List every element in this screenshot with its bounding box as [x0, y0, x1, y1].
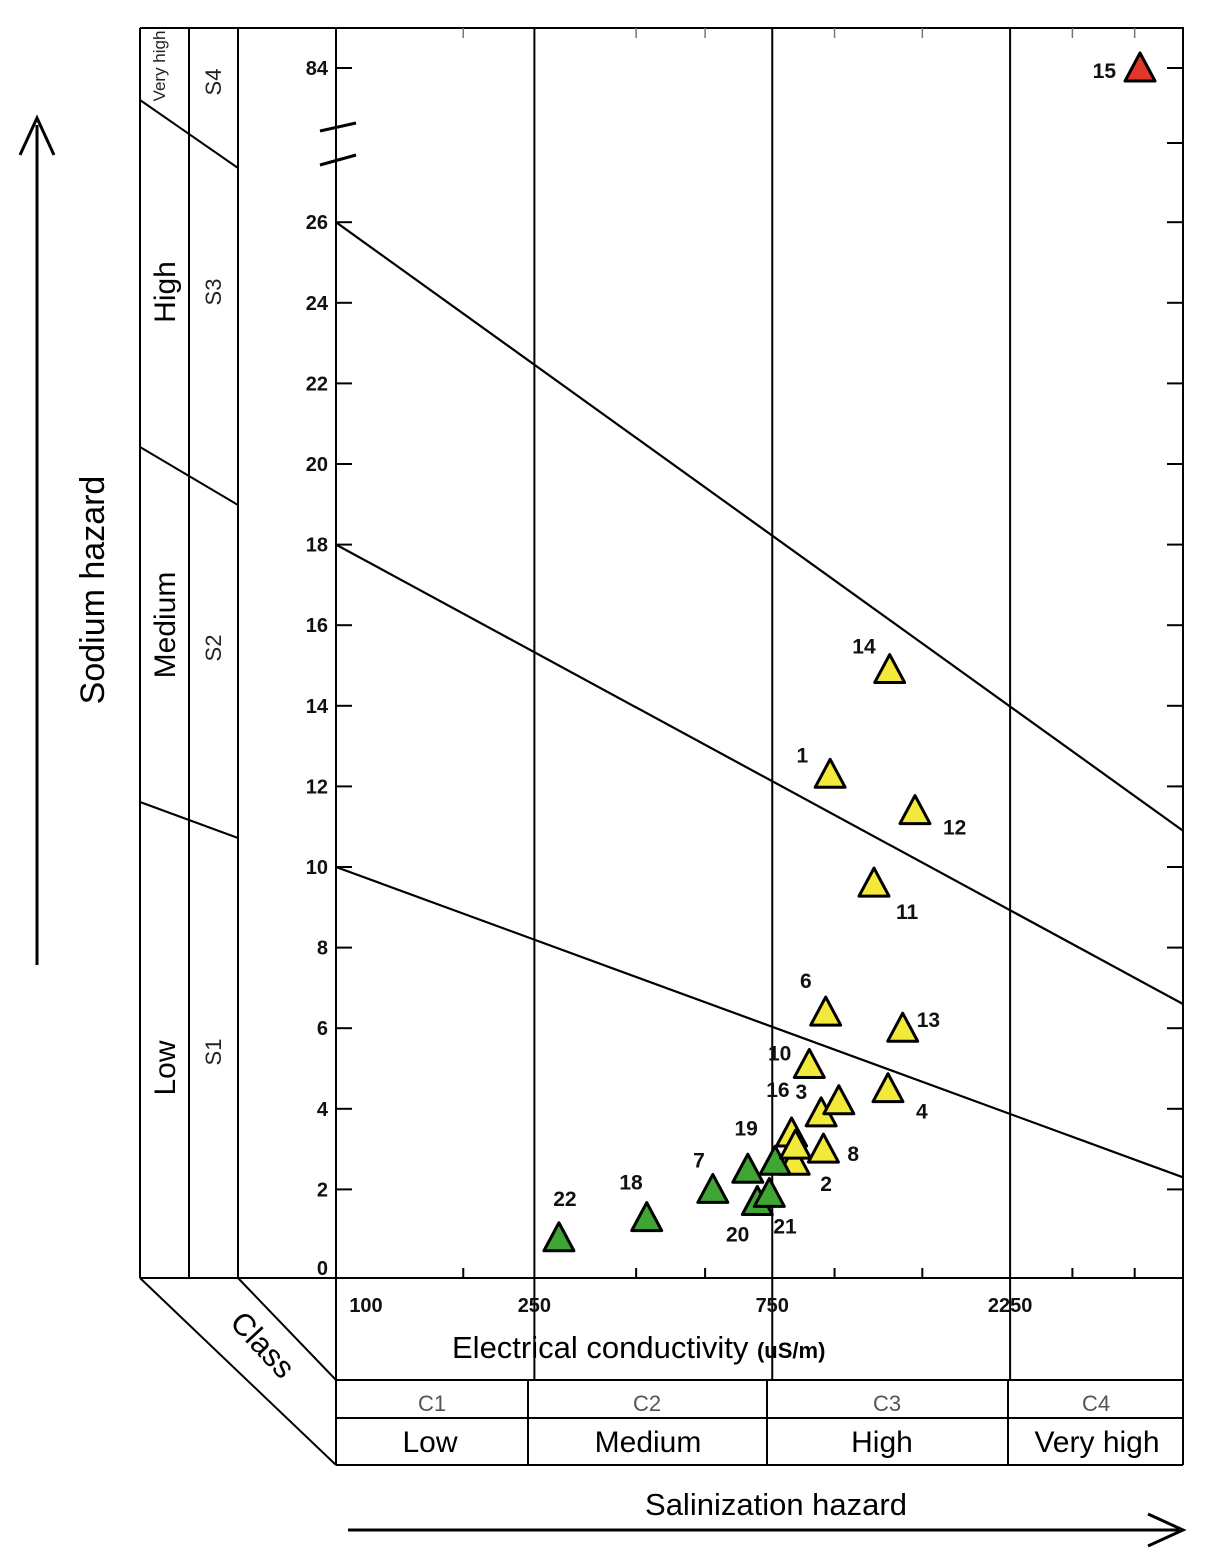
data-point-marker: [898, 794, 932, 826]
y-tick-label: 26: [306, 212, 328, 234]
data-point-marker: [752, 1176, 786, 1208]
data-point-marker: [758, 1144, 792, 1176]
salinity-class-name-c3: High: [851, 1426, 913, 1459]
y-tick-label: 8: [317, 938, 328, 960]
data-point-marker: [806, 1132, 840, 1164]
x-tick-label: 2250: [988, 1295, 1033, 1317]
data-point-label: 1: [796, 744, 808, 767]
data-point-label: 3: [795, 1081, 807, 1104]
data-point-marker: [696, 1172, 730, 1204]
data-point-marker: [778, 1128, 812, 1160]
sodium-hazard-arrow: [18, 114, 56, 965]
data-point-marker: [886, 1011, 920, 1043]
x-tick-label: 100: [349, 1295, 382, 1317]
salinity-class-code-c4: C4: [1082, 1391, 1110, 1416]
sodium-class-boundary: [335, 543, 1184, 1005]
sodium-class-name-s4: Very high: [150, 31, 169, 102]
data-point-label: 16: [766, 1079, 789, 1102]
sodium-class-code-s2: S2: [201, 635, 226, 662]
y-tick-label: 12: [306, 776, 328, 798]
data-point-label: 6: [800, 970, 812, 993]
data-point-marker: [792, 1047, 826, 1079]
x-tick-label: 750: [756, 1295, 789, 1317]
sodium-class-boundary: [335, 221, 1184, 832]
data-point-marker: [809, 995, 843, 1027]
y-tick-label: 18: [306, 535, 328, 557]
y-tick-label: 2: [317, 1179, 328, 1201]
y-tick-label: 0: [317, 1258, 328, 1280]
plot-frame: [335, 27, 1184, 1279]
salinity-class-name-c1: Low: [402, 1426, 457, 1459]
salinity-class-name-c2: Medium: [595, 1426, 702, 1459]
x-axis-label: Electrical conductivity (uS/m): [452, 1330, 825, 1365]
salinity-class-table: [336, 1278, 1184, 1466]
salinity-class-code-c1: C1: [418, 1391, 446, 1416]
sodium-class-name-s3: High: [149, 261, 182, 323]
data-point-marker: [731, 1152, 765, 1184]
data-point-label: 10: [768, 1042, 791, 1065]
x-tick-label: 250: [518, 1295, 551, 1317]
sodium-class-code-s3: S3: [201, 279, 226, 306]
y-tick-label: 6: [317, 1018, 328, 1040]
y-tick-label: 14: [306, 696, 329, 718]
class-bevel: [139, 1277, 337, 1466]
x-axis-unit: (uS/m): [757, 1338, 825, 1363]
data-point-label: 4: [916, 1101, 928, 1124]
data-point-label: 11: [896, 901, 919, 924]
y-tick-label: 10: [306, 857, 328, 879]
y-tick-label: 16: [306, 615, 328, 637]
data-point-marker: [542, 1221, 576, 1253]
class-label: Class: [223, 1305, 301, 1386]
data-point-label: 12: [943, 817, 966, 840]
sodium-class-boundary: [335, 865, 1184, 1179]
data-point-label: 15: [1093, 60, 1117, 83]
data-point-label: 7: [693, 1149, 705, 1172]
salinization-hazard-label: Salinization hazard: [645, 1487, 907, 1522]
data-point-label: 14: [852, 636, 876, 659]
salinity-class-code-c3: C3: [873, 1391, 901, 1416]
data-point-label: 19: [734, 1117, 757, 1140]
y-axis-break: [319, 121, 357, 167]
y-tick-label: 22: [306, 373, 328, 395]
data-point-marker: [871, 1072, 905, 1104]
y-tick-label: 4: [317, 1099, 329, 1121]
y-tick-label: 24: [306, 293, 329, 315]
data-point-label: 20: [726, 1223, 749, 1246]
salinity-class-code-c2: C2: [633, 1391, 661, 1416]
data-point-label: 18: [619, 1172, 643, 1195]
data-point-label: 21: [773, 1215, 797, 1238]
data-point-marker: [630, 1201, 664, 1233]
sodium-hazard-label: Sodium hazard: [74, 476, 112, 705]
data-point-label: 13: [917, 1009, 940, 1032]
data-point-marker: [813, 757, 847, 789]
sodium-class-code-s1: S1: [201, 1039, 226, 1066]
salinity-class-name-c4: Very high: [1034, 1426, 1159, 1459]
data-point-label: 2: [820, 1173, 832, 1196]
data-point-marker: [822, 1084, 856, 1116]
sodium-class-code-s4: S4: [201, 69, 226, 96]
y-tick-label: 84: [306, 58, 329, 80]
data-point-marker: [873, 653, 907, 685]
sodium-class-name-s2: Medium: [149, 572, 182, 679]
data-point-label: 22: [553, 1188, 576, 1211]
data-point-label: 8: [847, 1143, 859, 1166]
data-point-marker: [1123, 51, 1157, 83]
y-tick-label: 20: [306, 454, 328, 476]
salinization-hazard-arrow: [348, 1512, 1187, 1548]
data-point-marker: [857, 866, 891, 898]
sodium-class-name-s1: Low: [149, 1040, 182, 1095]
